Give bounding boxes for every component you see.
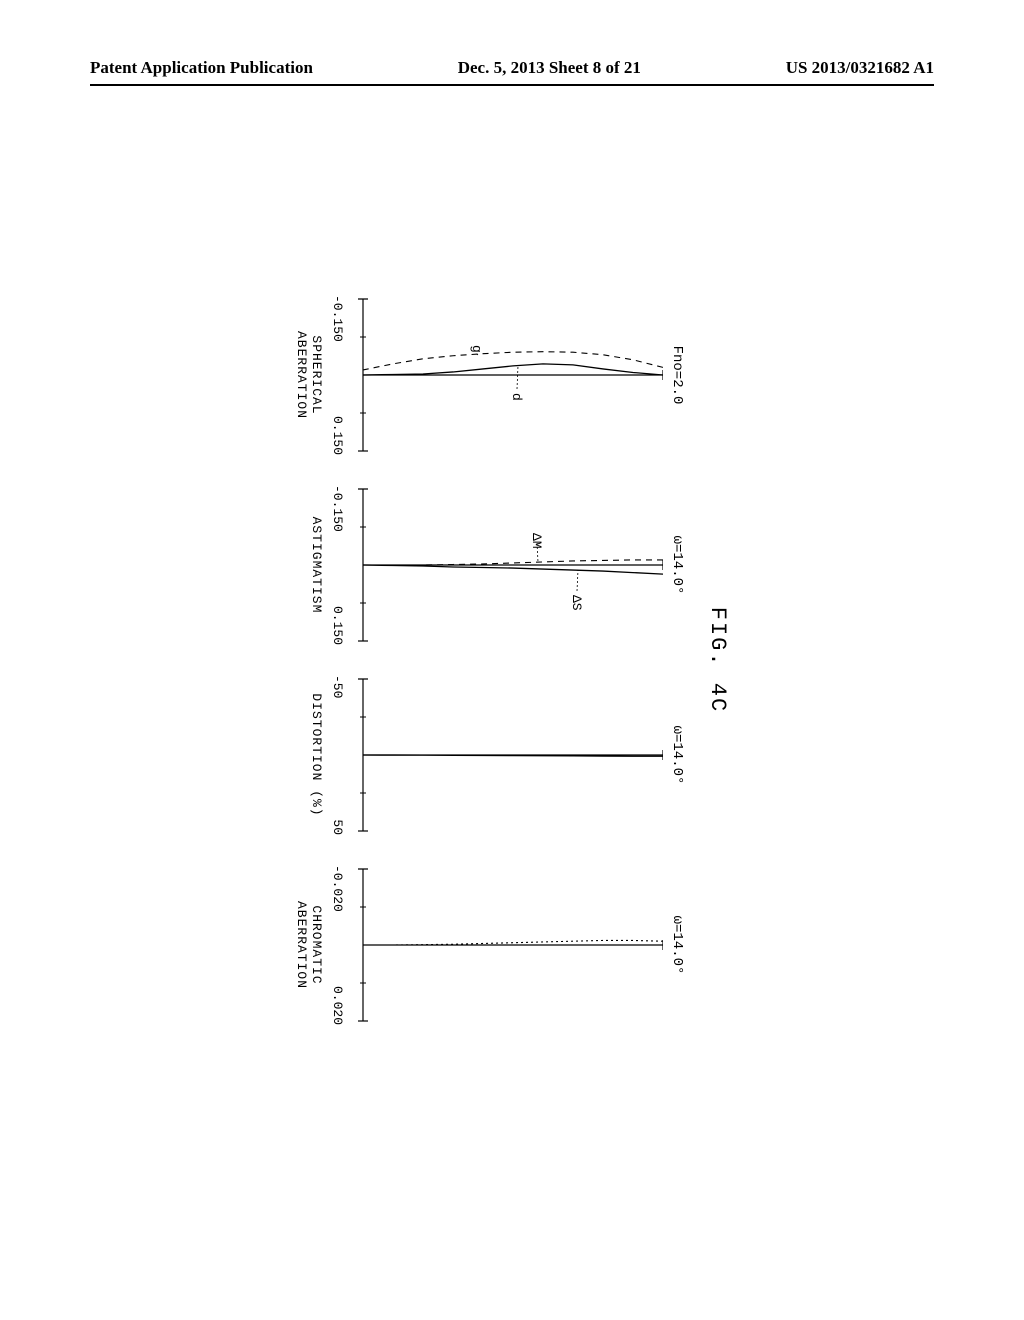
x-min-label: -0.150: [330, 485, 345, 532]
plot-svg: ΔS ΔM: [349, 485, 663, 645]
plot-top-label: Fno=2.0: [667, 346, 685, 405]
plot-name-label: ASTIGMATISM: [309, 517, 324, 614]
plot-top-label: ω=14.0°: [667, 916, 685, 975]
x-min-label: -50: [330, 675, 345, 698]
aberration-plot: ω=14.0° -50 50 DISTORTION (%): [294, 675, 685, 835]
plot-top-label: ω=14.0°: [667, 536, 685, 595]
x-axis-labels: -0.020 0.020: [330, 865, 345, 1025]
x-max-label: 0.020: [330, 986, 345, 1025]
header-left: Patent Application Publication: [90, 58, 313, 78]
plot-top-label: ω=14.0°: [667, 726, 685, 785]
header-rule: [90, 84, 934, 86]
x-max-label: 0.150: [330, 416, 345, 455]
plot-svg: dg: [349, 295, 663, 455]
aberration-plot: Fno=2.0dg-0.1500.150SPHERICAL ABERRATION: [294, 295, 685, 455]
svg-text:g: g: [469, 345, 484, 353]
x-min-label: -0.150: [330, 295, 345, 342]
figure-container: FIG. 4C Fno=2.0dg-0.1500.150SPHERICAL AB…: [294, 295, 730, 1025]
x-axis-labels: -0.150 0.150: [330, 485, 345, 645]
plots-row: Fno=2.0dg-0.1500.150SPHERICAL ABERRATION…: [294, 295, 685, 1025]
svg-text:ΔS: ΔS: [569, 595, 584, 611]
aberration-plot: ω=14.0° ΔS ΔM -0.150 0.150 ASTIGMATISM: [294, 485, 685, 645]
plot-svg: [349, 865, 663, 1025]
svg-text:d: d: [509, 393, 524, 401]
x-max-label: 50: [330, 819, 345, 835]
figure-title: FIG. 4C: [705, 295, 730, 1025]
plot-svg: [349, 675, 663, 835]
x-axis-labels: -50 50: [330, 675, 345, 835]
page-header: Patent Application Publication Dec. 5, 2…: [0, 58, 1024, 78]
plot-name-label: SPHERICAL ABERRATION: [294, 295, 324, 455]
svg-text:ΔM: ΔM: [529, 533, 544, 549]
x-min-label: -0.020: [330, 865, 345, 912]
plot-name-label: CHROMATIC ABERRATION: [294, 865, 324, 1025]
x-axis-labels: -0.150 0.150: [330, 295, 345, 455]
aberration-plot: ω=14.0° -0.020 0.020 CHROMATIC ABERRATION: [294, 865, 685, 1025]
header-right: US 2013/0321682 A1: [786, 58, 934, 78]
x-max-label: 0.150: [330, 606, 345, 645]
header-center: Dec. 5, 2013 Sheet 8 of 21: [458, 58, 641, 78]
plot-name-label: DISTORTION (%): [309, 693, 324, 816]
